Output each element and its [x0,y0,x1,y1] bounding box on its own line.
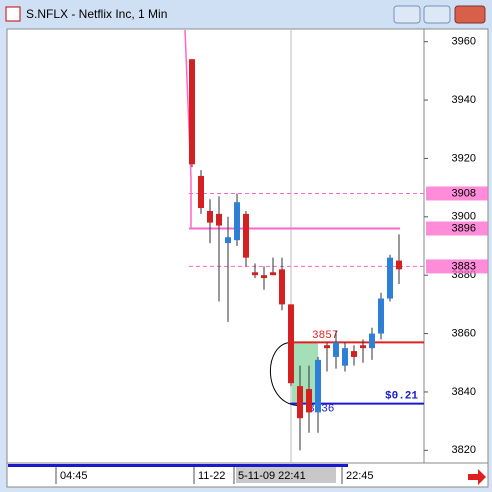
indicator-line [184,29,192,229]
candle-body [342,348,348,366]
candle-body [396,260,402,270]
app-icon [5,6,21,22]
y-tick-label: 3840 [452,386,476,398]
candle-body [234,202,240,241]
y-tick-label: 3940 [452,94,476,106]
y-tick-label: 3900 [452,211,476,223]
candle-body [387,257,393,299]
y-tick-label: 3860 [452,327,476,339]
annotation: 3836 [308,404,334,416]
level-tag [426,259,488,274]
price-axis [423,28,489,464]
candle-body [369,333,375,349]
candle-body [216,213,222,226]
candle-body [315,359,321,413]
level-tag [426,186,488,201]
level-label: 3896 [452,222,476,234]
candle-body [297,386,303,419]
minimize-button[interactable] [393,5,421,24]
candle-body [270,272,276,276]
candle-body [225,237,231,244]
cursor-time-box [236,467,336,483]
y-tick-label: 3920 [452,152,476,164]
candle-body [351,351,357,357]
window-title: S.NFLX - Netflix Inc, 1 Min [26,7,167,21]
x-tick-label: 11-22 [198,470,225,482]
scrollbar[interactable] [8,464,348,467]
maximize-button[interactable] [423,5,451,24]
x-tick-label: 5-11-09 22:41 [238,470,306,482]
x-tick-label: 22:45 [346,470,374,482]
level-tag [426,221,488,236]
candle-body [324,345,330,349]
candle-body [279,269,285,305]
candle-body [378,298,384,334]
candle-body [333,342,339,357]
candle-body [243,213,249,258]
scroll-arrow[interactable] [468,469,486,485]
y-tick-label: 3820 [452,444,476,456]
close-button[interactable] [454,5,486,24]
x-tick-label: 04:45 [60,470,88,482]
trade-arc [270,341,301,407]
level-label: 3908 [452,187,476,199]
level-label: 3883 [452,260,476,272]
y-tick-label: 3960 [452,36,476,48]
trade-zone [292,342,318,404]
annotation: 3857 [312,330,338,342]
candle-body [189,59,195,165]
plot-area [6,28,425,464]
candle-body [207,210,213,223]
candle-body [261,275,267,279]
candle-body [252,272,258,276]
candle-body [360,345,366,349]
candle-body [306,389,312,413]
candle-body [198,175,204,209]
annotation: $0.21 [385,391,418,403]
candle-body [288,304,294,384]
